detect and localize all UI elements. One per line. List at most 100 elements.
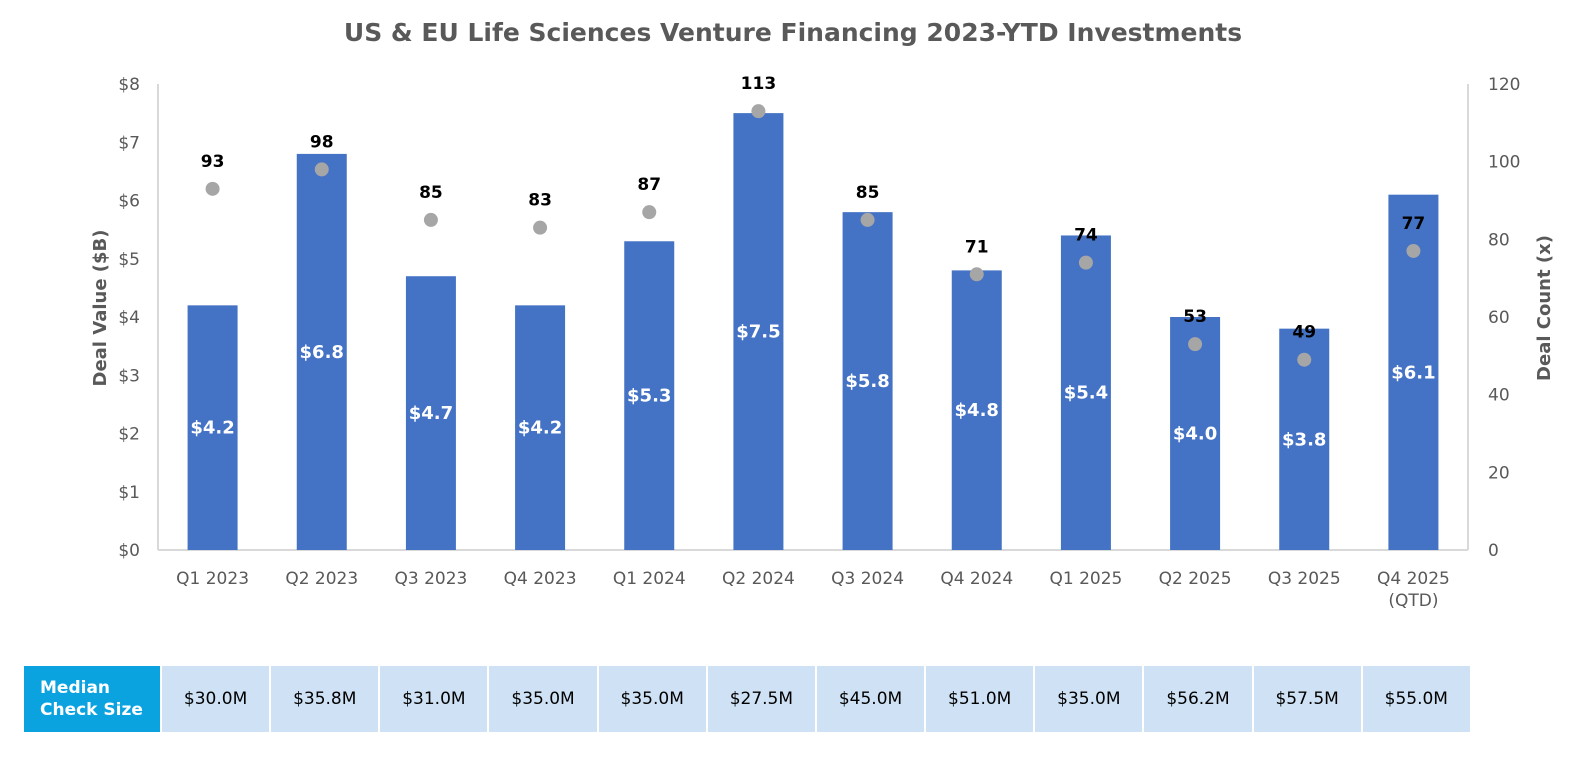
x-tick-label: Q4 2024 [940, 569, 1013, 589]
median-check-size-cell: $55.0M [1360, 664, 1472, 734]
chart-title: US & EU Life Sciences Venture Financing … [343, 18, 1243, 47]
median-check-size-cell: $35.0M [1033, 664, 1145, 734]
deal-count-point [1406, 243, 1421, 258]
y-tick-left-label: $6 [118, 192, 140, 212]
median-check-size-cell: $57.5M [1251, 664, 1363, 734]
y-tick-right-label: 80 [1488, 230, 1510, 250]
deal-count-point [1297, 352, 1312, 367]
x-tick-label-line: Q3 2024 [831, 569, 904, 589]
deal-value-bar [842, 212, 893, 550]
deal-value-label: $4.8 [955, 400, 999, 421]
deal-value-label: $4.2 [190, 418, 234, 439]
x-tick-label: Q4 2025 (QTD) [1377, 569, 1450, 611]
x-tick-label-line: Q1 2024 [613, 569, 686, 589]
x-tick-label: Q3 2025 [1268, 569, 1341, 589]
deal-count-point [969, 267, 984, 282]
x-tick-label-line: Q4 2025 [1377, 569, 1450, 589]
y-tick-left-label: $5 [118, 250, 140, 270]
deal-count-point [1188, 337, 1203, 352]
deal-count-label: 49 [1292, 323, 1316, 343]
median-check-size-cell: $51.0M [924, 664, 1036, 734]
deal-value-bar [733, 113, 784, 550]
deal-value-label: $6.1 [1391, 362, 1435, 383]
x-tick-label-line: Q2 2023 [285, 569, 358, 589]
x-tick-label: Q1 2024 [613, 569, 686, 589]
deal-count-point [1078, 255, 1093, 270]
combo-chart: $0 $1 $2 $3 $4 $5 $6 $7 $8 0 20 40 60 80 100 120 Q1 2023… [90, 74, 1555, 611]
y-tick-right-label: 100 [1488, 153, 1520, 173]
deal-value-label: $5.8 [845, 371, 889, 392]
y-tick-left-label: $7 [118, 133, 140, 153]
deal-count-point [423, 212, 438, 227]
x-tick-label-line: Q4 2024 [940, 569, 1013, 589]
y-tick-right-label: 0 [1488, 541, 1499, 561]
deal-value-bar [515, 305, 566, 550]
axes: $0 $1 $2 $3 $4 $5 $6 $7 $8 0 20 40 60 80 100 120 Q1 2023… [118, 75, 1520, 611]
y-tick-left-label: $8 [118, 75, 140, 95]
deal-value-label: $5.3 [627, 386, 671, 407]
x-tick-label: Q2 2024 [722, 569, 795, 589]
y-tick-left-label: $4 [118, 308, 140, 328]
deal-value-label: $4.0 [1173, 424, 1217, 445]
deal-count-point [205, 181, 220, 196]
x-tick-label: Q1 2025 [1049, 569, 1122, 589]
median-check-size-cell: $31.0M [378, 664, 490, 734]
median-check-size-table: Median Check Size $30.0M $35.8M $31.0M $35.0… [22, 664, 1472, 734]
median-check-size-cell: $56.2M [1142, 664, 1254, 734]
deal-count-label: 93 [201, 152, 225, 172]
x-tick-label-line: Q1 2025 [1049, 569, 1122, 589]
deal-value-bar [296, 153, 347, 550]
deal-value-bar [405, 276, 456, 550]
median-check-size-cell: $45.0M [814, 664, 927, 734]
deal-count-label: 83 [528, 191, 552, 211]
y-axis-left-title: Deal Value ($B) [90, 230, 111, 387]
deal-count-label: 85 [856, 183, 880, 203]
deal-count-point [642, 205, 657, 220]
median-check-size-cell: $30.0M [159, 664, 272, 734]
deal-value-label: $6.8 [300, 342, 344, 363]
deal-count-points [205, 104, 1421, 367]
deal-count-label: 74 [1074, 226, 1098, 246]
median-check-size-cell: $35.8M [269, 664, 381, 734]
deal-count-label: 77 [1402, 214, 1426, 234]
y-tick-right-label: 40 [1488, 386, 1510, 406]
deal-count-label: 53 [1183, 307, 1207, 327]
median-header-line: Median [40, 678, 111, 698]
median-check-size-header: Median Check Size [22, 664, 162, 734]
x-tick-label: Q1 2023 [176, 569, 249, 589]
deal-count-label: 98 [310, 132, 334, 152]
data-labels: $4.2 $6.8 $4.7 $4.2 $5.3 $7.5 $5.8 $4.8 $5.4 $4.0… [190, 74, 1435, 450]
x-tick-label: Q3 2024 [831, 569, 904, 589]
x-tick-label: Q2 2025 [1159, 569, 1232, 589]
y-tick-left-label: $2 [118, 425, 140, 445]
deal-count-label: 85 [419, 183, 443, 203]
deal-value-bar [187, 305, 238, 550]
y-tick-right-label: 20 [1488, 463, 1510, 483]
deal-count-point [533, 220, 548, 235]
deal-value-bar [1170, 317, 1221, 550]
y-tick-left-label: $1 [118, 483, 140, 503]
deal-value-bar [951, 270, 1002, 550]
deal-count-point [751, 104, 766, 119]
deal-value-label: $5.4 [1064, 383, 1108, 404]
deal-count-point [860, 212, 875, 227]
x-tick-label-line: Q4 2023 [504, 569, 577, 589]
median-header-line: Check Size [40, 700, 143, 720]
x-tick-label-line: (QTD) [1388, 591, 1438, 611]
deal-value-label: $4.2 [518, 418, 562, 439]
deal-count-label: 113 [741, 74, 777, 94]
y-tick-left-label: $0 [118, 541, 140, 561]
deal-count-label: 71 [965, 237, 989, 257]
x-tick-label-line: Q3 2023 [394, 569, 467, 589]
median-check-size-cell: $35.0M [596, 664, 708, 734]
y-tick-right-label: 120 [1488, 75, 1520, 95]
x-tick-label-line: Q2 2025 [1159, 569, 1232, 589]
deal-count-label: 87 [637, 175, 661, 195]
median-check-size-cell: $27.5M [705, 664, 817, 734]
deal-value-bar [1060, 235, 1111, 550]
deal-count-point [314, 162, 329, 177]
x-tick-label-line: Q3 2025 [1268, 569, 1341, 589]
median-check-size-cell: $35.0M [487, 664, 599, 734]
bars [187, 113, 1439, 551]
deal-value-label: $3.8 [1282, 429, 1326, 450]
